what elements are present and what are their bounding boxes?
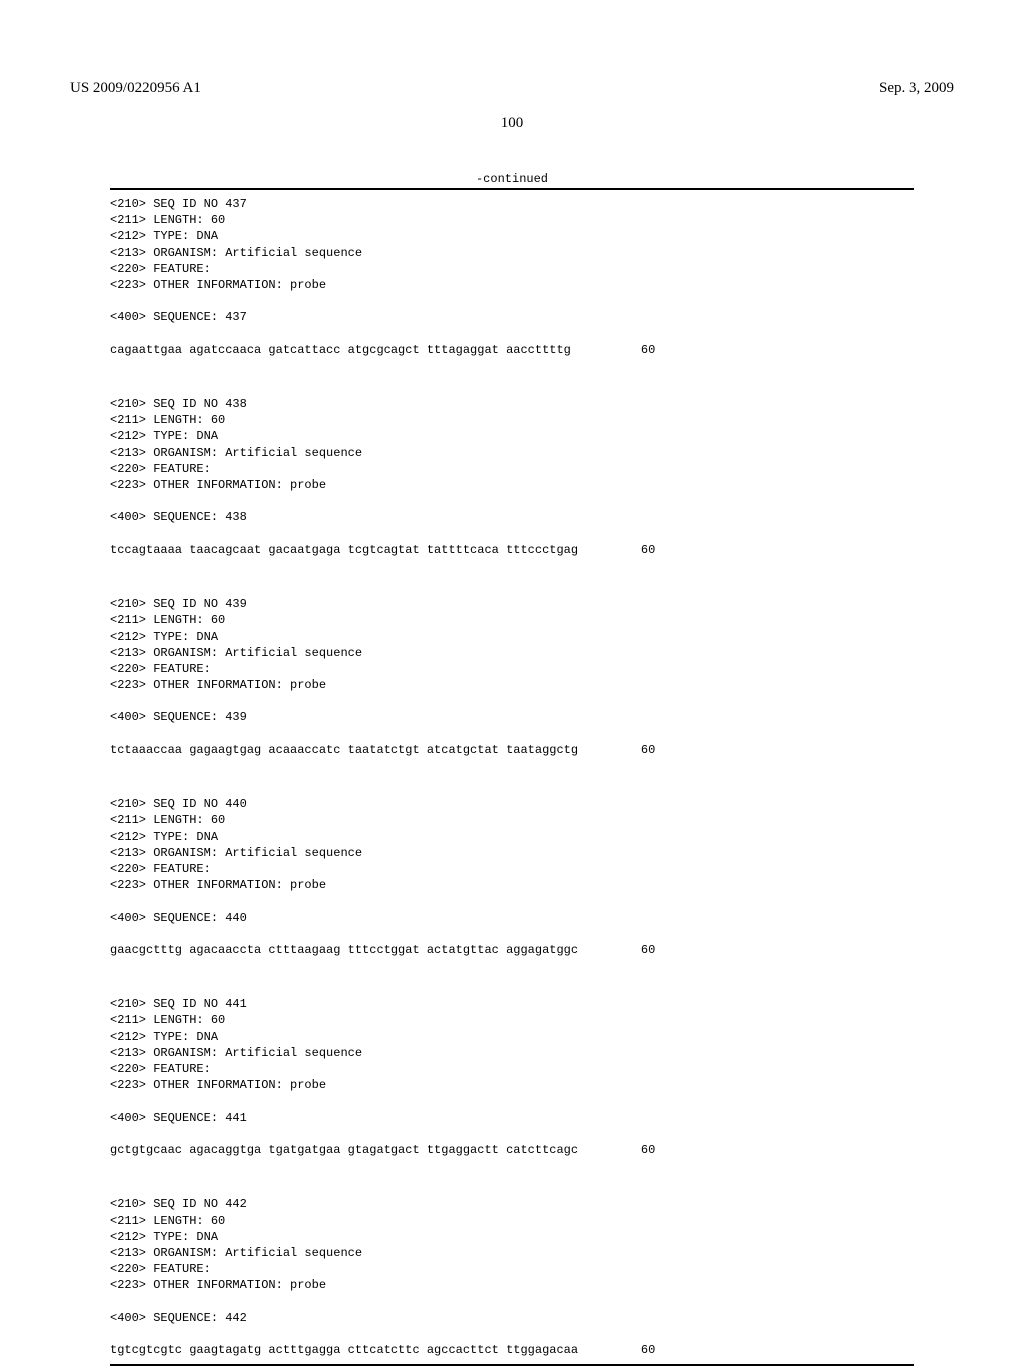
sequence-meta-line: <223> OTHER INFORMATION: probe bbox=[110, 477, 914, 493]
sequence-meta-line: <211> LENGTH: 60 bbox=[110, 1012, 914, 1028]
sequence-meta-line: <223> OTHER INFORMATION: probe bbox=[110, 1277, 914, 1293]
sequence-label: <400> SEQUENCE: 440 bbox=[110, 910, 914, 926]
sequence-meta-line: <220> FEATURE: bbox=[110, 661, 914, 677]
sequence-meta-line: <210> SEQ ID NO 438 bbox=[110, 396, 914, 412]
sequence-meta-line: <213> ORGANISM: Artificial sequence bbox=[110, 845, 914, 861]
sequence-text: tgtcgtcgtc gaagtagatg actttgagga cttcatc… bbox=[110, 1342, 585, 1358]
sequence-text: tccagtaaaa taacagcaat gacaatgaga tcgtcag… bbox=[110, 542, 585, 558]
sequence-line: gaacgctttg agacaaccta ctttaagaag tttcctg… bbox=[110, 942, 914, 958]
sequence-entry: <210> SEQ ID NO 442<211> LENGTH: 60<212>… bbox=[110, 1196, 914, 1358]
sequence-meta-line: <213> ORGANISM: Artificial sequence bbox=[110, 1245, 914, 1261]
sequence-text: tctaaaccaa gagaagtgag acaaaccatc taatatc… bbox=[110, 742, 585, 758]
sequence-meta-line: <213> ORGANISM: Artificial sequence bbox=[110, 445, 914, 461]
sequence-meta-line: <220> FEATURE: bbox=[110, 1061, 914, 1077]
sequence-meta-line: <210> SEQ ID NO 442 bbox=[110, 1196, 914, 1212]
rule-top bbox=[110, 188, 914, 190]
sequence-meta-line: <212> TYPE: DNA bbox=[110, 829, 914, 845]
sequence-meta-line: <212> TYPE: DNA bbox=[110, 1029, 914, 1045]
sequence-meta-line: <210> SEQ ID NO 439 bbox=[110, 596, 914, 612]
sequence-meta-line: <212> TYPE: DNA bbox=[110, 629, 914, 645]
sequence-meta-line: <210> SEQ ID NO 437 bbox=[110, 196, 914, 212]
sequence-meta-line: <211> LENGTH: 60 bbox=[110, 212, 914, 228]
sequence-meta-line: <211> LENGTH: 60 bbox=[110, 612, 914, 628]
page-container: US 2009/0220956 A1 Sep. 3, 2009 100 -con… bbox=[0, 0, 1024, 1320]
sequence-line: tccagtaaaa taacagcaat gacaatgaga tcgtcag… bbox=[110, 542, 914, 558]
sequence-meta-line: <223> OTHER INFORMATION: probe bbox=[110, 277, 914, 293]
sequence-line: gctgtgcaac agacaggtga tgatgatgaa gtagatg… bbox=[110, 1142, 914, 1158]
sequence-position: 60 bbox=[595, 342, 655, 358]
sequence-entry: <210> SEQ ID NO 440<211> LENGTH: 60<212>… bbox=[110, 796, 914, 974]
sequence-meta-line: <211> LENGTH: 60 bbox=[110, 412, 914, 428]
sequence-meta-line: <212> TYPE: DNA bbox=[110, 228, 914, 244]
sequence-meta-line: <223> OTHER INFORMATION: probe bbox=[110, 677, 914, 693]
sequence-meta-line: <220> FEATURE: bbox=[110, 861, 914, 877]
sequence-position: 60 bbox=[595, 942, 655, 958]
sequence-entry: <210> SEQ ID NO 438<211> LENGTH: 60<212>… bbox=[110, 396, 914, 574]
sequence-text: gctgtgcaac agacaggtga tgatgatgaa gtagatg… bbox=[110, 1142, 585, 1158]
sequence-meta-line: <220> FEATURE: bbox=[110, 1261, 914, 1277]
continued-label: -continued bbox=[70, 172, 954, 186]
sequence-meta-line: <223> OTHER INFORMATION: probe bbox=[110, 1077, 914, 1093]
sequence-position: 60 bbox=[595, 1142, 655, 1158]
sequence-line: tgtcgtcgtc gaagtagatg actttgagga cttcatc… bbox=[110, 1342, 914, 1358]
sequence-text: cagaattgaa agatccaaca gatcattacc atgcgca… bbox=[110, 342, 585, 358]
sequence-label: <400> SEQUENCE: 441 bbox=[110, 1110, 914, 1126]
sequence-meta-line: <213> ORGANISM: Artificial sequence bbox=[110, 1045, 914, 1061]
sequence-meta-line: <212> TYPE: DNA bbox=[110, 428, 914, 444]
sequence-meta-line: <213> ORGANISM: Artificial sequence bbox=[110, 245, 914, 261]
sequence-meta-line: <210> SEQ ID NO 440 bbox=[110, 796, 914, 812]
sequence-meta-line: <212> TYPE: DNA bbox=[110, 1229, 914, 1245]
sequence-line: cagaattgaa agatccaaca gatcattacc atgcgca… bbox=[110, 342, 914, 358]
sequence-position: 60 bbox=[595, 542, 655, 558]
page-header: US 2009/0220956 A1 Sep. 3, 2009 bbox=[70, 80, 954, 97]
sequence-meta-line: <223> OTHER INFORMATION: probe bbox=[110, 877, 914, 893]
publication-date: Sep. 3, 2009 bbox=[879, 80, 954, 97]
sequence-position: 60 bbox=[595, 742, 655, 758]
sequence-label: <400> SEQUENCE: 442 bbox=[110, 1310, 914, 1326]
sequence-meta-line: <211> LENGTH: 60 bbox=[110, 1213, 914, 1229]
sequence-entry: <210> SEQ ID NO 437<211> LENGTH: 60<212>… bbox=[110, 196, 914, 374]
sequence-text: gaacgctttg agacaaccta ctttaagaag tttcctg… bbox=[110, 942, 585, 958]
publication-number: US 2009/0220956 A1 bbox=[70, 80, 201, 97]
sequence-meta-line: <213> ORGANISM: Artificial sequence bbox=[110, 645, 914, 661]
sequence-meta-line: <211> LENGTH: 60 bbox=[110, 812, 914, 828]
sequence-label: <400> SEQUENCE: 439 bbox=[110, 709, 914, 725]
sequence-listing: <210> SEQ ID NO 437<211> LENGTH: 60<212>… bbox=[110, 196, 914, 1358]
sequence-position: 60 bbox=[595, 1342, 655, 1358]
sequence-entry: <210> SEQ ID NO 441<211> LENGTH: 60<212>… bbox=[110, 996, 914, 1174]
sequence-label: <400> SEQUENCE: 438 bbox=[110, 509, 914, 525]
page-number: 100 bbox=[70, 115, 954, 132]
sequence-meta-line: <210> SEQ ID NO 441 bbox=[110, 996, 914, 1012]
sequence-entry: <210> SEQ ID NO 439<211> LENGTH: 60<212>… bbox=[110, 596, 914, 774]
sequence-line: tctaaaccaa gagaagtgag acaaaccatc taatatc… bbox=[110, 742, 914, 758]
sequence-meta-line: <220> FEATURE: bbox=[110, 461, 914, 477]
sequence-label: <400> SEQUENCE: 437 bbox=[110, 309, 914, 325]
sequence-meta-line: <220> FEATURE: bbox=[110, 261, 914, 277]
